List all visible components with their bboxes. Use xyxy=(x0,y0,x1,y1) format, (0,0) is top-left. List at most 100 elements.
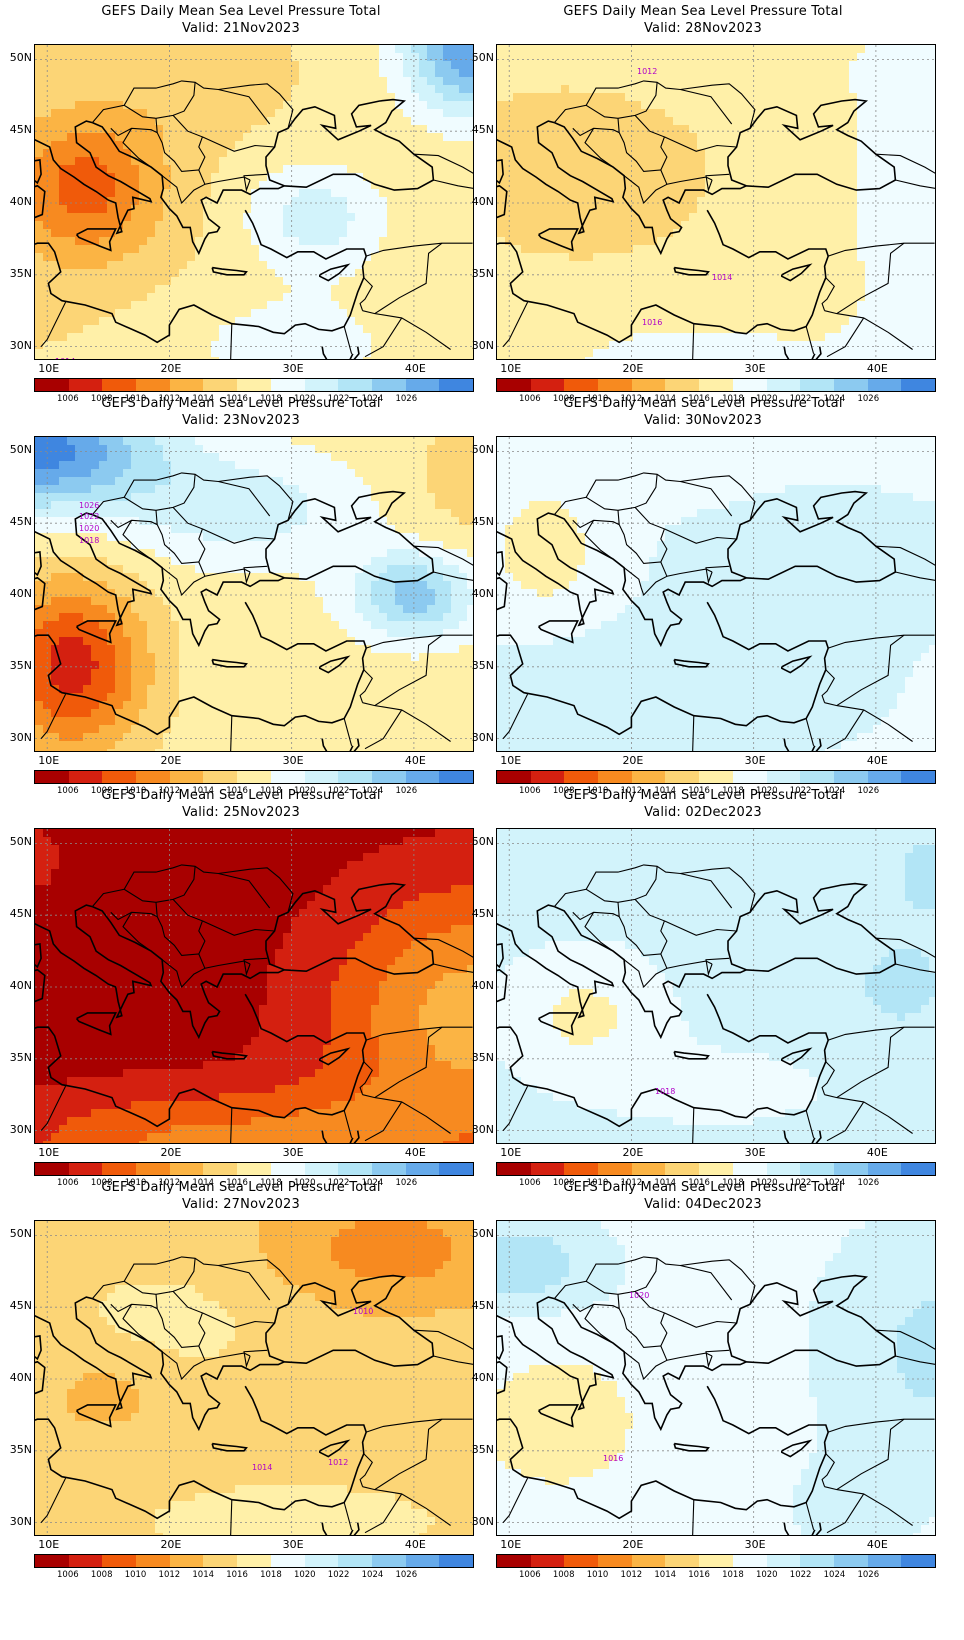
pressure-shading-cell xyxy=(689,221,698,230)
pressure-shading-cell xyxy=(387,261,396,270)
pressure-shading-cell xyxy=(905,325,914,334)
pressure-shading-cell xyxy=(649,53,658,62)
pressure-shading-cell xyxy=(139,117,148,126)
pressure-shading-cell xyxy=(75,133,84,142)
pressure-shading-cell xyxy=(331,181,340,190)
pressure-shading-cell xyxy=(291,109,300,118)
pressure-shading-cell xyxy=(459,189,468,198)
pressure-shading-cell xyxy=(379,253,388,262)
pressure-shading-cell xyxy=(897,125,906,134)
pressure-shading-cell xyxy=(761,101,770,110)
pressure-shading-cell xyxy=(889,197,898,206)
pressure-shading-cell xyxy=(235,141,244,150)
pressure-shading-cell xyxy=(203,125,212,134)
pressure-shading-cell xyxy=(427,333,436,342)
pressure-shading-cell xyxy=(155,181,164,190)
pressure-shading-cell xyxy=(889,269,898,278)
pressure-shading-cell xyxy=(729,141,738,150)
pressure-shading-cell xyxy=(841,85,850,94)
pressure-shading-cell xyxy=(91,621,100,630)
pressure-shading-cell xyxy=(59,605,68,614)
pressure-shading-cell xyxy=(147,317,156,326)
pressure-shading-cell xyxy=(881,333,890,342)
pressure-shading-cell xyxy=(35,317,44,326)
pressure-shading-cell xyxy=(745,325,754,334)
pressure-shading-cell xyxy=(833,293,842,302)
pressure-shading-cell xyxy=(307,189,316,198)
pressure-shading-cell xyxy=(59,493,68,502)
pressure-shading-cell xyxy=(459,181,468,190)
pressure-shading-cell xyxy=(243,69,252,78)
pressure-shading-cell xyxy=(155,277,164,286)
pressure-shading-cell xyxy=(769,77,778,86)
pressure-shading-cell xyxy=(43,701,52,710)
pressure-shading-cell xyxy=(59,141,68,150)
pressure-shading-cell xyxy=(227,45,236,54)
pressure-shading-cell xyxy=(657,277,666,286)
pressure-shading-cell xyxy=(729,93,738,102)
pressure-shading-cell xyxy=(553,357,562,359)
pressure-shading-cell xyxy=(897,157,906,166)
pressure-shading-cell xyxy=(657,213,666,222)
pressure-shading-cell xyxy=(617,117,626,126)
pressure-shading-cell xyxy=(497,69,506,78)
pressure-shading-cell xyxy=(235,309,244,318)
pressure-shading-cell xyxy=(83,189,92,198)
pressure-shading-cell xyxy=(753,333,762,342)
pressure-shading-cell xyxy=(59,117,68,126)
pressure-shading-cell xyxy=(147,165,156,174)
pressure-shading-cell xyxy=(897,317,906,326)
pressure-shading-cell xyxy=(817,325,826,334)
pressure-shading-cell xyxy=(51,245,60,254)
pressure-shading-cell xyxy=(395,237,404,246)
pressure-shading-cell xyxy=(753,141,762,150)
pressure-shading-cell xyxy=(91,477,100,486)
pressure-shading-cell xyxy=(873,341,882,350)
pressure-shading-cell xyxy=(849,285,858,294)
pressure-shading-cell xyxy=(379,149,388,158)
pressure-shading-cell xyxy=(913,157,922,166)
pressure-shading-cell xyxy=(283,205,292,214)
pressure-shading-cell xyxy=(179,181,188,190)
pressure-shading-cell xyxy=(825,101,834,110)
pressure-shading-cell xyxy=(497,93,506,102)
pressure-shading-cell xyxy=(897,285,906,294)
pressure-shading-cell xyxy=(171,165,180,174)
pressure-shading-cell xyxy=(785,245,794,254)
pressure-shading-cell xyxy=(601,133,610,142)
pressure-shading-cell xyxy=(347,45,356,54)
pressure-shading-cell xyxy=(451,229,460,238)
coastline xyxy=(35,209,368,344)
pressure-shading-cell xyxy=(51,693,60,702)
pressure-shading-cell xyxy=(769,253,778,262)
pressure-shading-cell xyxy=(697,261,706,270)
pressure-shading-cell xyxy=(195,357,204,359)
pressure-shading-cell xyxy=(107,181,116,190)
pressure-shading-cell xyxy=(147,61,156,70)
pressure-shading-cell xyxy=(561,61,570,70)
pressure-shading-cell xyxy=(609,301,618,310)
pressure-shading-cell xyxy=(545,181,554,190)
pressure-shading-cell xyxy=(785,293,794,302)
pressure-shading-cell xyxy=(921,77,930,86)
pressure-shading-cell xyxy=(219,165,228,174)
pressure-shading-cell xyxy=(427,109,436,118)
pressure-shading-cell xyxy=(777,93,786,102)
pressure-shading-cell xyxy=(713,229,722,238)
pressure-shading-cell xyxy=(67,493,76,502)
pressure-shading-cell xyxy=(913,237,922,246)
pressure-shading-cell xyxy=(107,53,116,62)
pressure-shading-cell xyxy=(339,109,348,118)
pressure-shading-cell xyxy=(283,301,292,310)
pressure-shading-cell xyxy=(689,53,698,62)
pressure-shading-cell xyxy=(497,349,506,358)
pressure-shading-cell xyxy=(593,293,602,302)
pressure-shading-cell xyxy=(187,325,196,334)
pressure-shading-cell xyxy=(561,205,570,214)
pressure-shading-cell xyxy=(107,549,116,558)
pressure-shading-cell xyxy=(67,61,76,70)
pressure-shading-cell xyxy=(641,53,650,62)
pressure-shading-cell xyxy=(67,325,76,334)
pressure-shading-cell xyxy=(561,277,570,286)
pressure-shading-cell xyxy=(107,333,116,342)
